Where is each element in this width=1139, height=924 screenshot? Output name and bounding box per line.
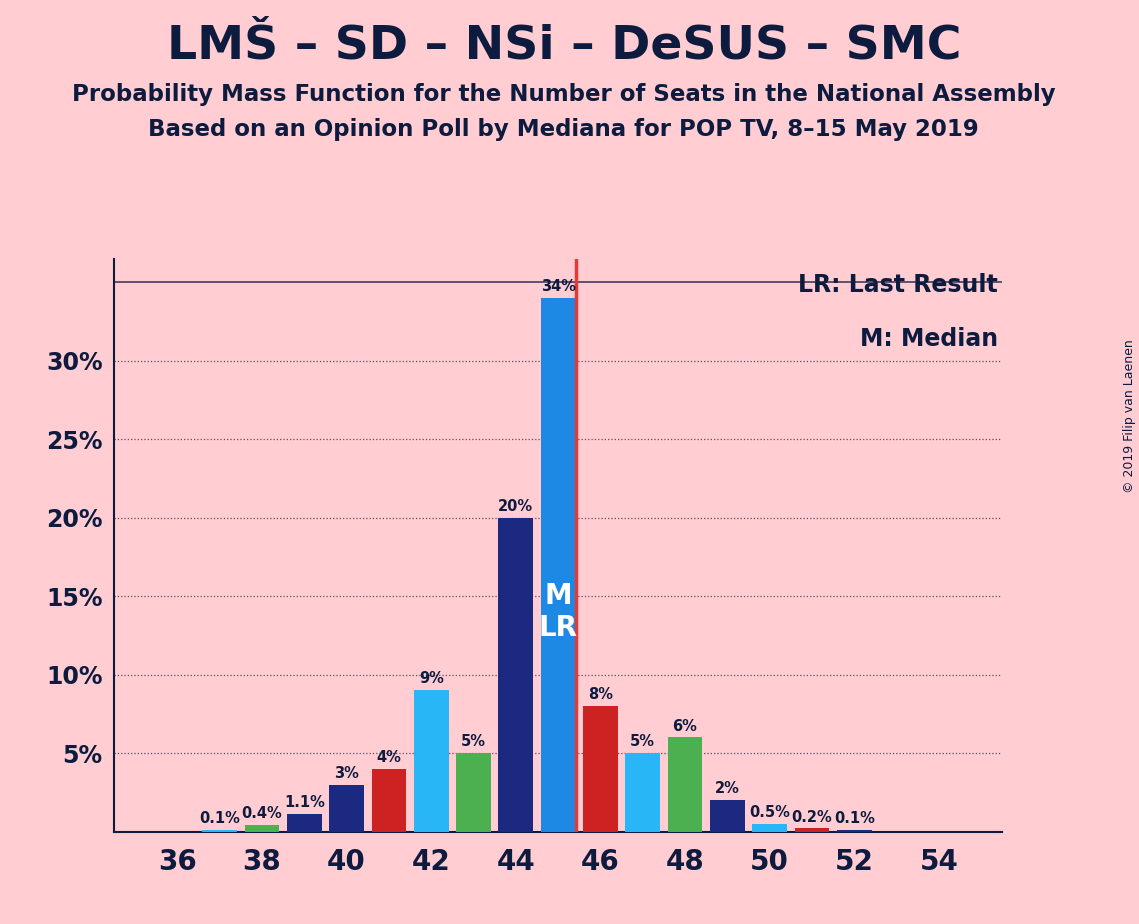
Text: 3%: 3%: [334, 766, 359, 781]
Text: 20%: 20%: [498, 499, 533, 514]
Text: 0.2%: 0.2%: [792, 809, 833, 824]
Bar: [625, 753, 661, 832]
Text: M
LR: M LR: [539, 582, 577, 642]
Text: 5%: 5%: [630, 735, 655, 749]
Bar: [456, 753, 491, 832]
Bar: [499, 517, 533, 832]
Text: 1.1%: 1.1%: [284, 796, 325, 810]
Text: 6%: 6%: [673, 719, 697, 734]
Bar: [710, 800, 745, 832]
Text: 5%: 5%: [461, 735, 486, 749]
Text: 8%: 8%: [588, 687, 613, 702]
Text: Based on an Opinion Poll by Mediana for POP TV, 8–15 May 2019: Based on an Opinion Poll by Mediana for …: [148, 118, 980, 141]
Bar: [329, 784, 364, 832]
Bar: [795, 829, 829, 832]
Bar: [837, 830, 871, 832]
Text: 9%: 9%: [419, 672, 443, 687]
Text: 0.5%: 0.5%: [749, 805, 790, 820]
Bar: [541, 298, 575, 832]
Bar: [287, 814, 321, 832]
Text: LMŠ – SD – NSi – DeSUS – SMC: LMŠ – SD – NSi – DeSUS – SMC: [166, 23, 961, 68]
Bar: [667, 737, 703, 832]
Text: M: Median: M: Median: [860, 327, 998, 351]
Bar: [583, 706, 617, 832]
Text: 4%: 4%: [377, 750, 401, 765]
Bar: [752, 824, 787, 832]
Text: LR: Last Result: LR: Last Result: [798, 274, 998, 297]
Text: 0.1%: 0.1%: [834, 811, 875, 826]
Bar: [371, 769, 407, 832]
Text: 0.4%: 0.4%: [241, 807, 282, 821]
Text: 34%: 34%: [541, 279, 575, 294]
Bar: [413, 690, 449, 832]
Text: 2%: 2%: [715, 782, 739, 796]
Text: © 2019 Filip van Laenen: © 2019 Filip van Laenen: [1123, 339, 1137, 492]
Text: 0.1%: 0.1%: [199, 811, 240, 826]
Bar: [203, 830, 237, 832]
Bar: [245, 825, 279, 832]
Text: Probability Mass Function for the Number of Seats in the National Assembly: Probability Mass Function for the Number…: [72, 83, 1056, 106]
